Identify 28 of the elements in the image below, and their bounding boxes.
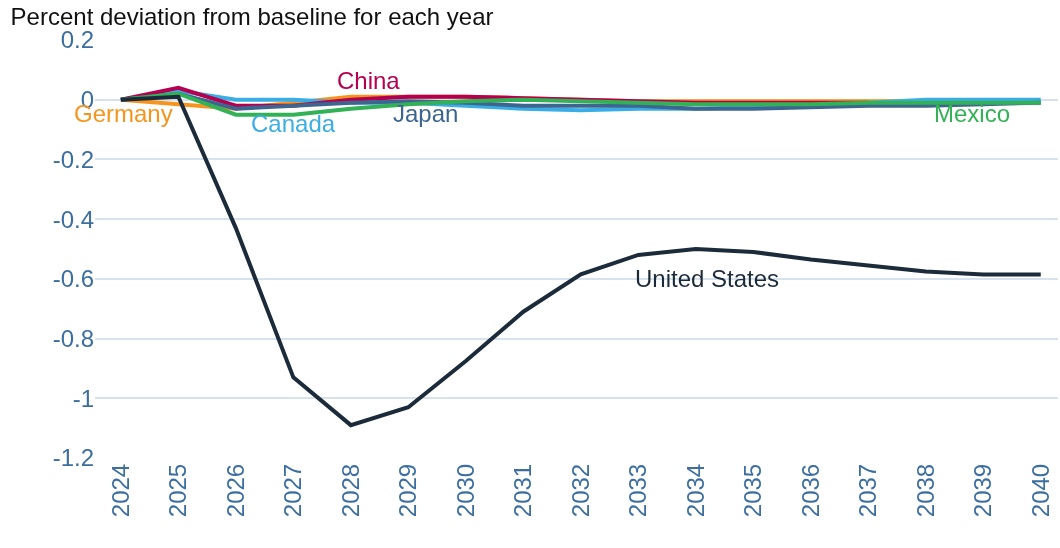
series-label: United States	[635, 265, 780, 292]
x-tick-label: 2030	[451, 463, 479, 518]
y-tick-label: -0.2	[52, 145, 94, 173]
x-tick-label: 2034	[681, 463, 709, 518]
x-tick-label: 2024	[106, 463, 134, 518]
y-tick-label: -1.2	[52, 444, 94, 472]
x-tick-label: 2031	[509, 463, 537, 518]
x-tick-label: 2040	[1026, 463, 1054, 518]
x-tick-label: 2037	[854, 463, 882, 518]
series-label: Japan	[393, 100, 459, 127]
y-tick-label: -0.6	[52, 265, 94, 293]
series-label: China	[337, 67, 401, 94]
x-tick-label: 2025	[164, 463, 192, 518]
x-tick-label: 2028	[336, 463, 364, 518]
x-tick-label: 2035	[739, 463, 767, 518]
x-tick-label: 2033	[624, 463, 652, 518]
series-label: Mexico	[934, 100, 1011, 127]
x-tick-label: 2026	[221, 463, 249, 518]
x-tick-label: 2032	[566, 463, 594, 518]
x-tick-label: 2029	[394, 463, 422, 518]
y-tick-label: -1	[72, 384, 94, 412]
x-tick-label: 2039	[969, 463, 997, 518]
x-tick-label: 2036	[796, 463, 824, 518]
y-tick-label: -0.4	[52, 205, 94, 233]
x-tick-label: 2027	[279, 463, 307, 518]
series-label: Canada	[251, 110, 336, 137]
y-tick-label: -0.8	[52, 324, 94, 352]
x-tick-label: 2038	[911, 463, 939, 518]
